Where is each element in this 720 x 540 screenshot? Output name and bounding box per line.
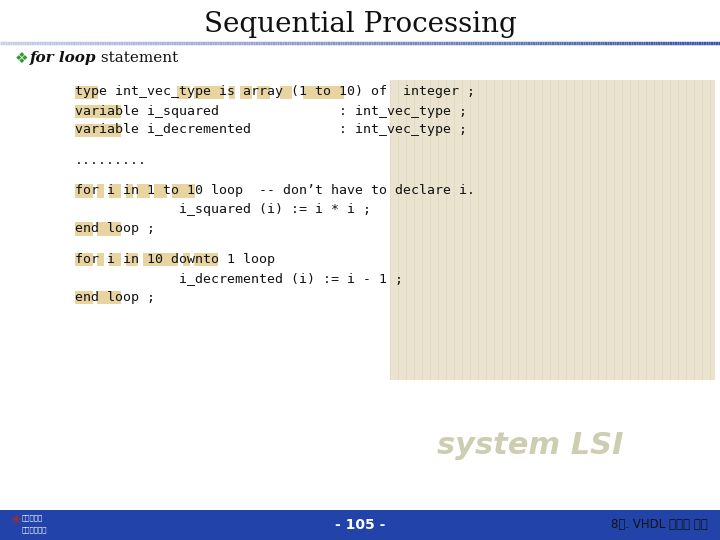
- Text: type int_vec_type is array (1 to 10) of  integer ;: type int_vec_type is array (1 to 10) of …: [75, 85, 475, 98]
- FancyBboxPatch shape: [97, 291, 121, 304]
- FancyBboxPatch shape: [257, 85, 269, 99]
- FancyBboxPatch shape: [97, 253, 104, 266]
- Text: ✳: ✳: [10, 514, 20, 526]
- Text: for loop: for loop: [30, 51, 96, 65]
- FancyBboxPatch shape: [194, 85, 224, 99]
- Text: variable i_squared               : int_vec_type ;: variable i_squared : int_vec_type ;: [75, 105, 467, 118]
- FancyBboxPatch shape: [280, 85, 292, 99]
- FancyBboxPatch shape: [74, 184, 93, 198]
- Text: for i in 10 downto 1 loop: for i in 10 downto 1 loop: [75, 253, 275, 266]
- Text: statement: statement: [96, 51, 179, 65]
- FancyBboxPatch shape: [97, 222, 121, 235]
- FancyBboxPatch shape: [154, 184, 167, 198]
- FancyBboxPatch shape: [171, 184, 195, 198]
- FancyBboxPatch shape: [143, 253, 179, 266]
- FancyBboxPatch shape: [194, 253, 218, 266]
- Text: 전자정보디록: 전자정보디록: [22, 526, 48, 534]
- FancyBboxPatch shape: [126, 253, 138, 266]
- FancyBboxPatch shape: [138, 184, 150, 198]
- Text: for i in 1 to 10 loop  -- don’t have to declare i.: for i in 1 to 10 loop -- don’t have to d…: [75, 184, 475, 197]
- Text: end loop ;: end loop ;: [75, 291, 155, 303]
- Bar: [390, 80, 715, 380]
- FancyBboxPatch shape: [74, 124, 121, 137]
- Bar: [0, 510, 720, 540]
- FancyBboxPatch shape: [109, 253, 121, 266]
- FancyBboxPatch shape: [240, 85, 253, 99]
- FancyBboxPatch shape: [74, 105, 121, 118]
- Text: i_squared (i) := i * i ;: i_squared (i) := i * i ;: [75, 203, 371, 217]
- FancyBboxPatch shape: [177, 85, 189, 99]
- FancyBboxPatch shape: [303, 85, 344, 99]
- FancyBboxPatch shape: [74, 253, 93, 266]
- Text: end loop ;: end loop ;: [75, 222, 155, 235]
- FancyBboxPatch shape: [126, 184, 132, 198]
- FancyBboxPatch shape: [74, 291, 93, 304]
- Text: .........: .........: [75, 154, 147, 167]
- FancyBboxPatch shape: [74, 85, 99, 99]
- FancyBboxPatch shape: [74, 222, 93, 235]
- FancyBboxPatch shape: [229, 85, 235, 99]
- FancyBboxPatch shape: [109, 184, 121, 198]
- FancyBboxPatch shape: [183, 253, 189, 266]
- Text: ❖: ❖: [15, 51, 29, 65]
- Text: variable i_decremented           : int_vec_type ;: variable i_decremented : int_vec_type ;: [75, 124, 467, 137]
- Text: Sequential Processing: Sequential Processing: [204, 11, 516, 38]
- Text: 8장. VHDL 구문과 예제: 8장. VHDL 구문과 예제: [611, 518, 708, 531]
- Text: system LSI: system LSI: [437, 430, 624, 460]
- Text: - 105 -: - 105 -: [335, 518, 385, 532]
- Text: i_decremented (i) := i - 1 ;: i_decremented (i) := i - 1 ;: [75, 272, 403, 285]
- Text: 홍춘미학교: 홍춘미학교: [22, 515, 43, 521]
- FancyBboxPatch shape: [97, 184, 104, 198]
